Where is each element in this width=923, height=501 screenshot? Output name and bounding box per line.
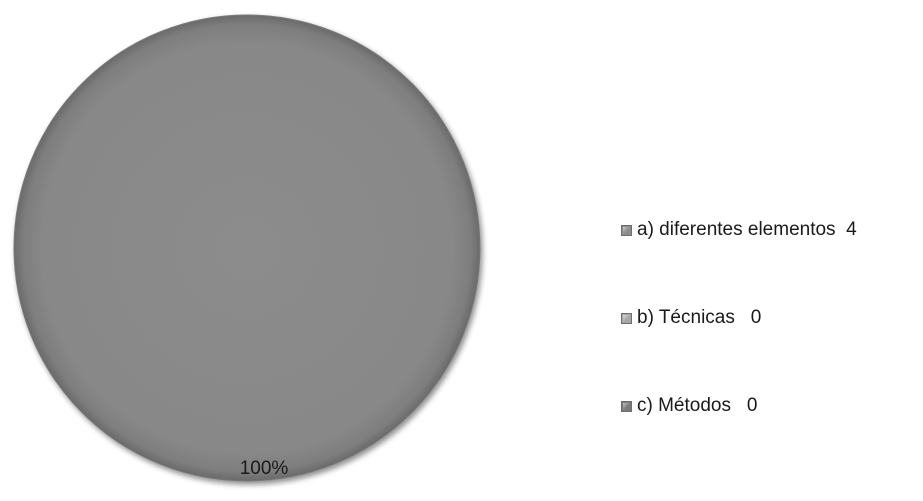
legend-swatch-c <box>621 400 632 412</box>
legend-value-b: 0 <box>750 307 762 328</box>
legend-item-a: a) diferentes elementos 4 <box>621 218 857 242</box>
data-label-a: 100% <box>240 458 289 479</box>
legend-item-c: c) Métodos 0 <box>621 394 757 418</box>
legend-swatch-a <box>621 224 632 236</box>
legend-swatch-b <box>621 312 632 324</box>
legend-label-b: b) Técnicas <box>637 307 735 328</box>
legend-item-b: b) Técnicas 0 <box>621 306 761 330</box>
legend-label-c: c) Métodos <box>637 395 731 416</box>
legend-label-a: a) diferentes elementos <box>637 219 836 240</box>
slice-a <box>13 14 481 482</box>
legend-value-a: 4 <box>846 219 857 240</box>
legend-value-c: 0 <box>746 395 758 416</box>
